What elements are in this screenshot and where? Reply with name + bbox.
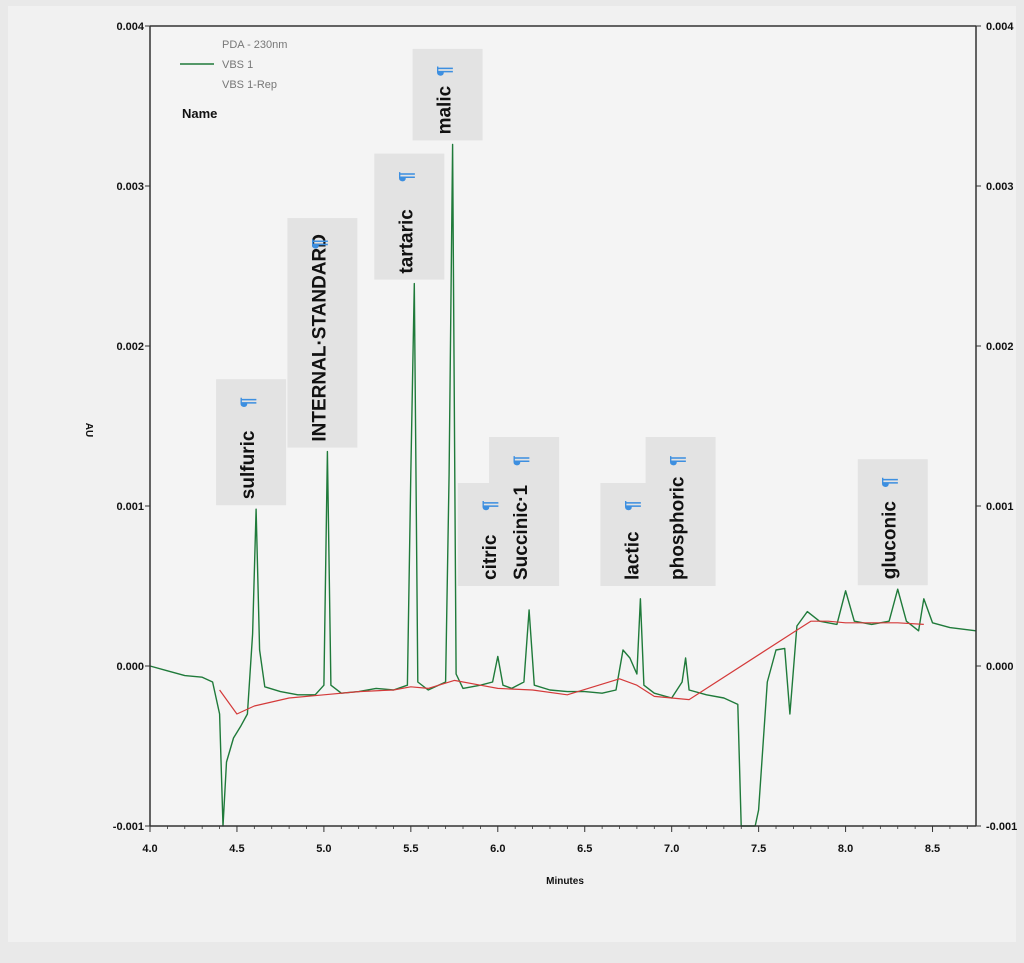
- peak-label-text: INTERNAL·STANDARD: [309, 234, 330, 442]
- peak-label: tartaric ¶: [396, 171, 417, 273]
- peak-label-box: [412, 48, 483, 141]
- peak-label-box: [645, 437, 716, 586]
- y-tick-label-right: -0.001: [986, 821, 1017, 833]
- legend-header: PDA - 230nm: [222, 39, 287, 51]
- y-tick-label-right: 0.002: [986, 341, 1014, 353]
- y-tick-label-left: 0.000: [116, 661, 144, 673]
- peak-label-text: tartaric: [396, 209, 417, 274]
- y-tick-label-left: -0.001: [113, 821, 144, 833]
- x-tick-label: 8.5: [925, 843, 940, 855]
- peak-label-text: citric: [480, 534, 501, 580]
- pilcrow-icon: ¶: [668, 455, 689, 466]
- y-tick-label-left: 0.003: [116, 181, 144, 193]
- peak-label-text: malic: [435, 85, 456, 134]
- peak-label-text: phosphoric: [668, 476, 689, 580]
- y-tick-label-right: 0.000: [986, 661, 1014, 673]
- y-tick-label-left: 0.002: [116, 341, 144, 353]
- peak-label: Succinic·1 ¶: [511, 455, 532, 580]
- x-tick-label: 8.0: [838, 843, 853, 855]
- legend: PDA - 230nm VBS 1 VBS 1-Rep Name: [180, 39, 287, 121]
- peak-label: malic ¶: [435, 66, 456, 135]
- peak-label-boxes: [216, 48, 928, 586]
- pilcrow-icon: ¶: [480, 500, 501, 511]
- peak-label: INTERNAL·STANDARD¶: [309, 234, 330, 442]
- pilcrow-icon: ¶: [238, 397, 259, 408]
- peak-label-text: sulfuric: [238, 430, 259, 499]
- pilcrow-icon: ¶: [435, 66, 456, 77]
- x-tick-label: 7.0: [664, 843, 679, 855]
- x-tick-label: 4.0: [142, 843, 157, 855]
- peak-label: lactic ¶: [622, 500, 643, 580]
- y-tick-label-right: 0.003: [986, 181, 1014, 193]
- axis-layer: 4.0 4.5 5.0 5.5 6.0 6.5 7.0 7.5 8.0 8.5 -0.001 -0.0…: [113, 21, 1017, 855]
- peak-label: gluconic ¶: [880, 477, 901, 579]
- x-tick-label: 6.5: [577, 843, 592, 855]
- pilcrow-icon: ¶: [309, 239, 330, 250]
- peak-label-text: Succinic·1: [511, 485, 532, 580]
- x-tick-label: 7.5: [751, 843, 766, 855]
- peak-label: phosphoric ¶: [668, 455, 689, 580]
- peak-label-box: [489, 437, 560, 586]
- peak-label-box: [216, 379, 287, 506]
- x-tick-label: 6.0: [490, 843, 505, 855]
- peak-label-box: [857, 459, 928, 586]
- peak-label: sulfuric ¶: [238, 397, 259, 499]
- pilcrow-icon: ¶: [511, 455, 532, 466]
- peak-label: citric ¶: [480, 500, 501, 580]
- pilcrow-icon: ¶: [880, 477, 901, 488]
- x-axis-title: Minutes: [546, 876, 584, 887]
- x-tick-label: 5.0: [316, 843, 331, 855]
- series-layer: [149, 143, 977, 827]
- y-tick-label-left: 0.001: [116, 501, 144, 513]
- y-tick-label-right: 0.004: [986, 21, 1014, 33]
- pilcrow-icon: ¶: [396, 171, 417, 182]
- y-axis-title: AU: [83, 423, 94, 437]
- peak-label-text: gluconic: [880, 501, 901, 580]
- legend-entry-vbs1-rep: VBS 1-Rep: [222, 79, 277, 91]
- peak-label-box: [287, 218, 358, 448]
- legend-entry-vbs1: VBS 1: [222, 59, 253, 71]
- legend-name-label: Name: [182, 106, 217, 121]
- pilcrow-icon: ¶: [622, 500, 643, 511]
- peak-label-text: lactic: [622, 531, 643, 580]
- y-tick-label-right: 0.001: [986, 501, 1014, 513]
- series-line-signal: [149, 143, 977, 827]
- peak-label-box: [374, 153, 445, 280]
- peak-labels: sulfuric¶ INTERNAL·STANDARD¶ tartaric¶mali…: [238, 66, 901, 580]
- series-line-baseline: [219, 620, 924, 715]
- x-tick-label: 5.5: [403, 843, 418, 855]
- x-tick-label: 4.5: [229, 843, 244, 855]
- y-tick-label-left: 0.004: [116, 21, 144, 33]
